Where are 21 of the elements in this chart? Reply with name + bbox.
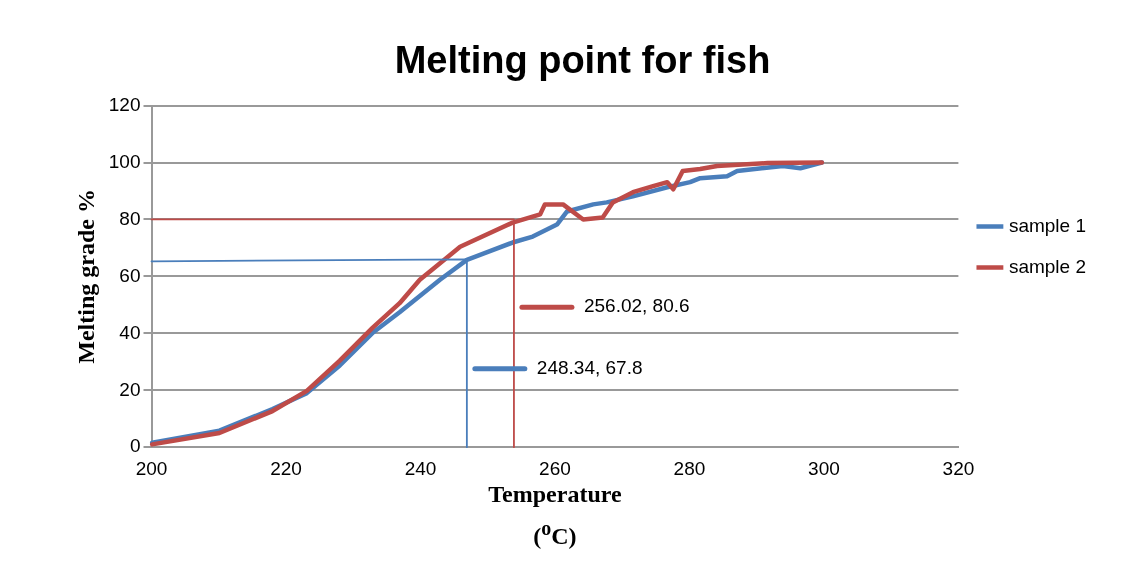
x-tick-label: 220 xyxy=(270,457,302,479)
x-tick-label: 200 xyxy=(135,457,168,479)
annotation: 256.02, 80.6 xyxy=(583,295,690,317)
x-tick-label: 280 xyxy=(673,457,706,479)
legend-label: sample 1 xyxy=(1008,214,1087,236)
y-axis-title: Melting grade % xyxy=(72,189,99,364)
x-tick-label: 240 xyxy=(404,457,437,479)
y-tick-label: 60 xyxy=(119,264,141,286)
y-tick-label: 0 xyxy=(129,435,141,457)
y-tick-label: 20 xyxy=(119,378,141,400)
y-tick-label: 100 xyxy=(108,150,141,172)
annotation: 248.34, 67.8 xyxy=(536,356,643,378)
x-tick-label: 260 xyxy=(539,457,571,479)
y-tick-label: 120 xyxy=(108,93,141,115)
chart-title: Melting point for fish xyxy=(394,39,771,82)
legend-label: sample 2 xyxy=(1008,255,1087,277)
y-tick-label: 40 xyxy=(119,321,141,343)
y-tick-label: 80 xyxy=(119,207,141,229)
x-tick-label: 320 xyxy=(942,457,975,479)
x-tick-label: 300 xyxy=(808,457,840,479)
x-axis-title: Temperature ($^{o}$C) xyxy=(487,480,623,552)
